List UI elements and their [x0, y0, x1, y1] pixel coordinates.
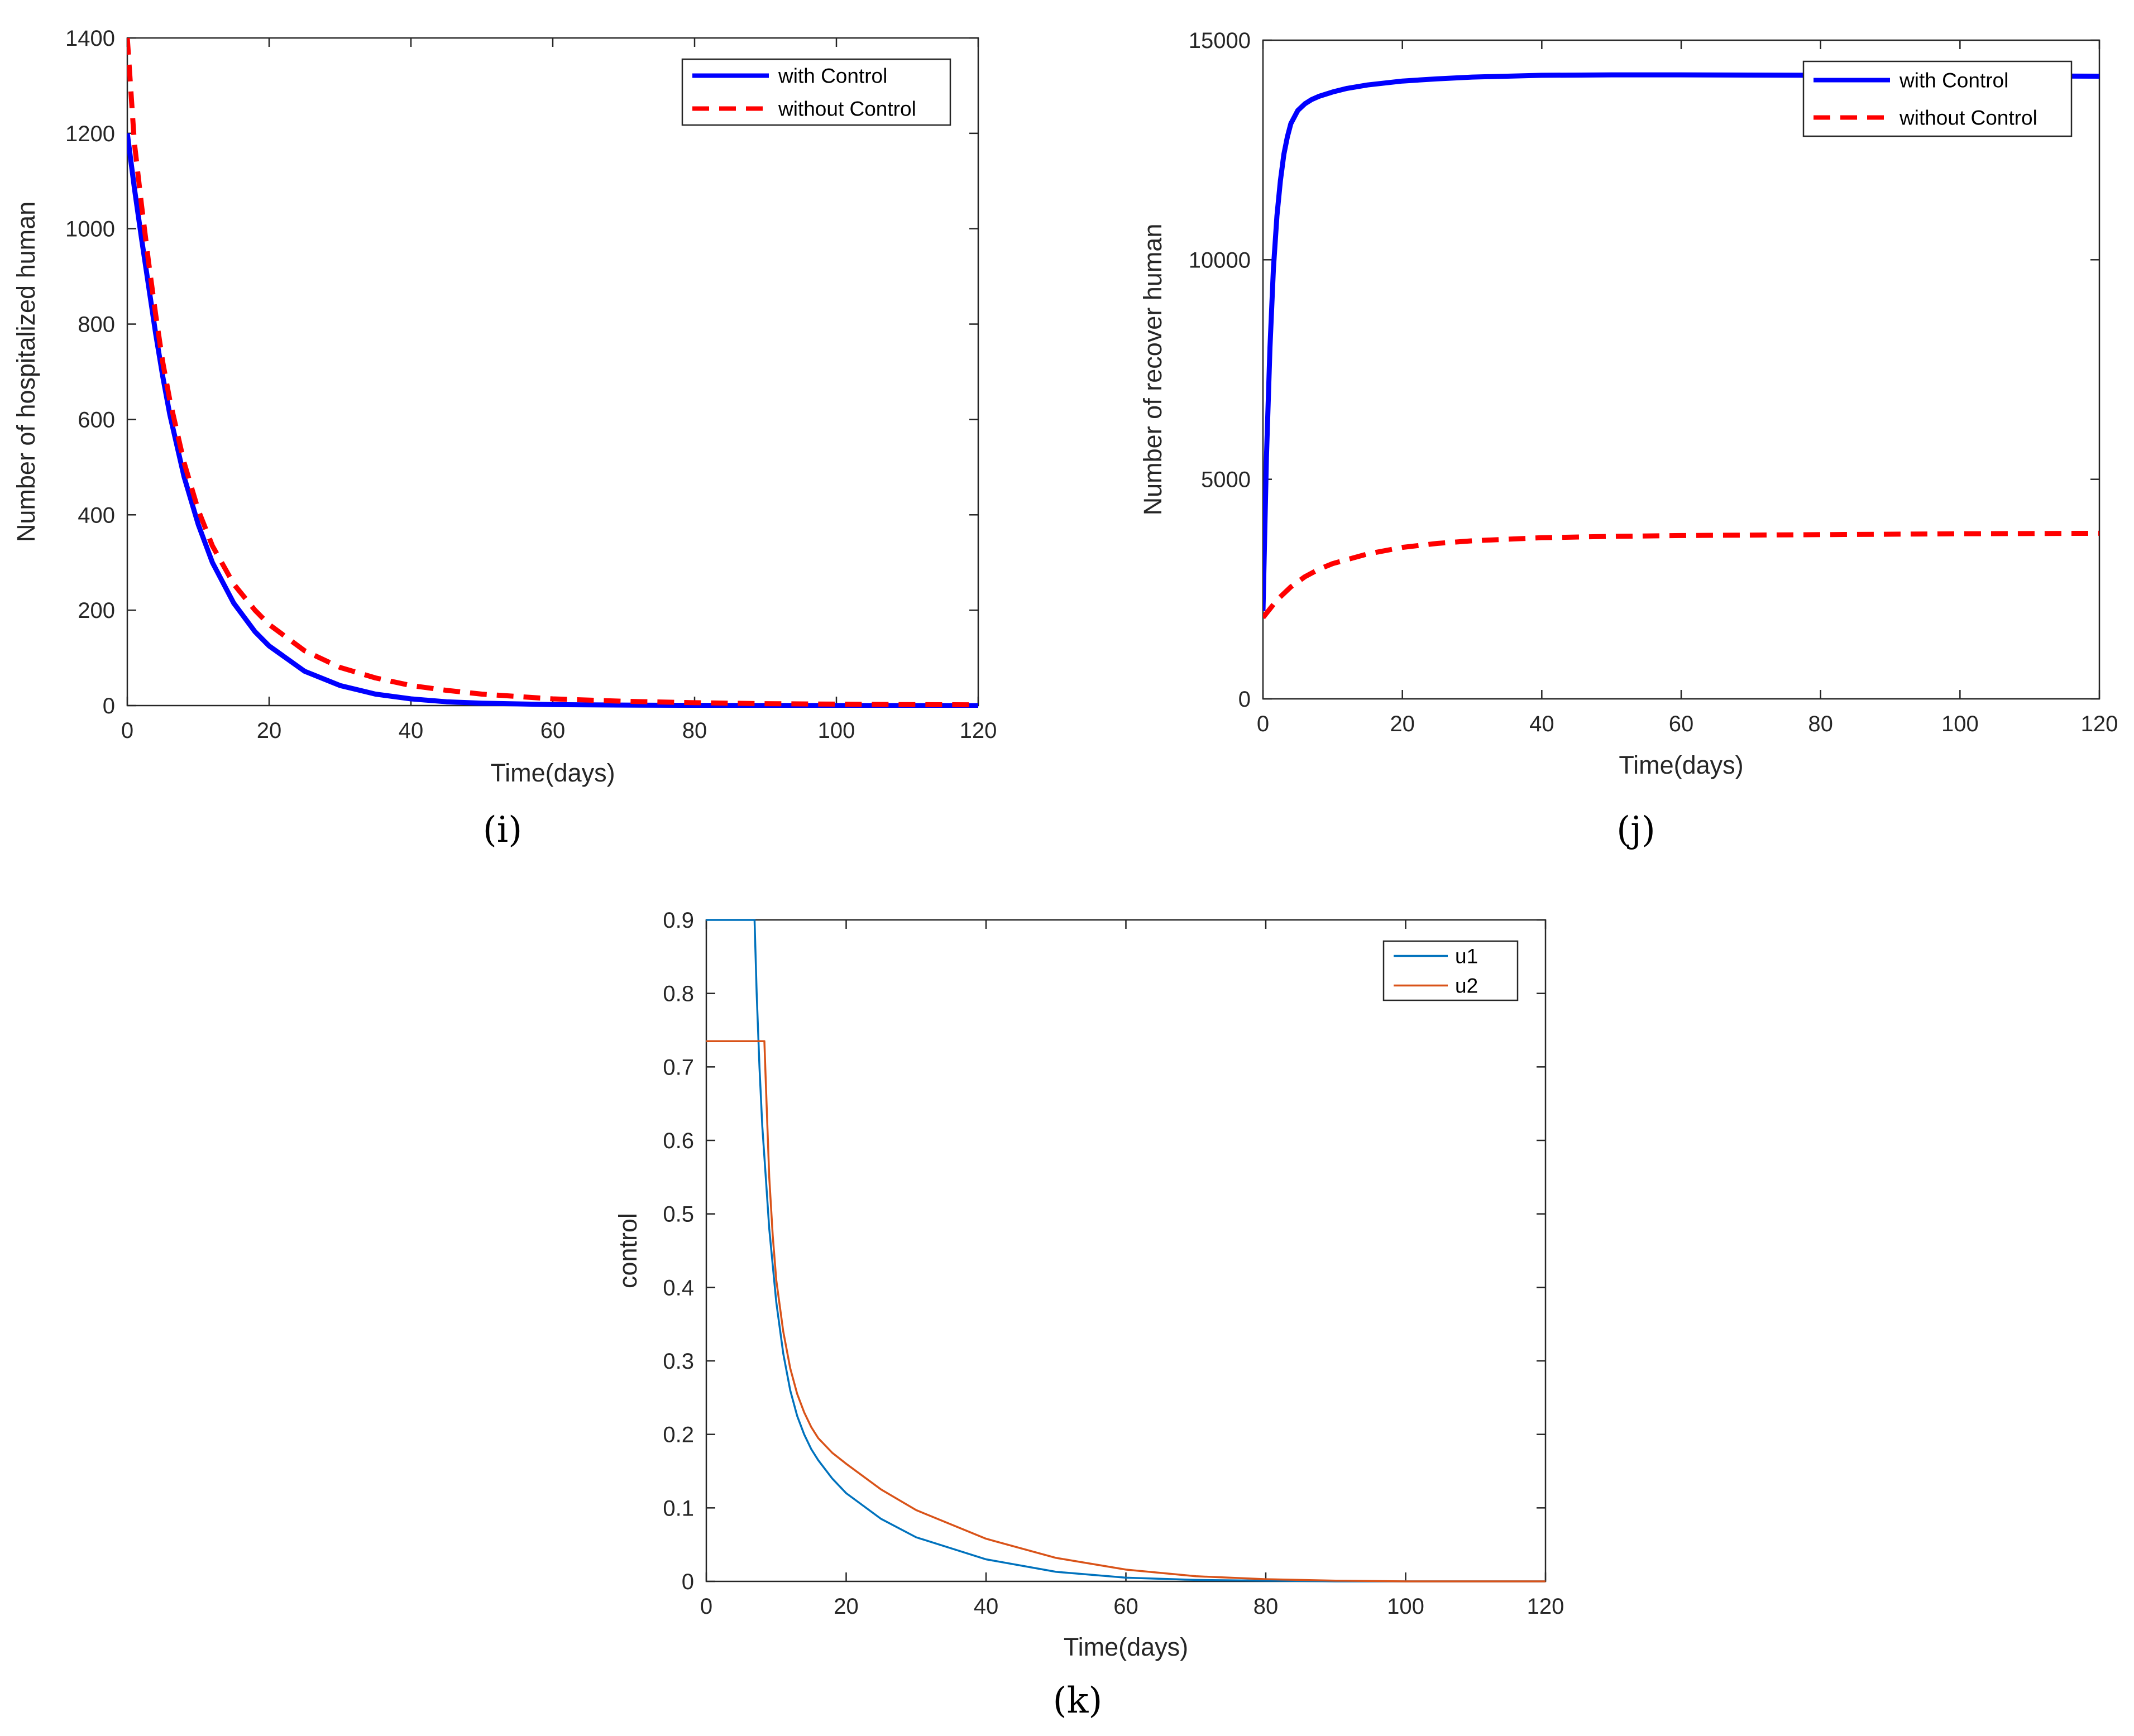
x-tick-label: 0: [1257, 712, 1269, 736]
y-tick-label: 400: [78, 503, 115, 527]
series-line-u2: [706, 1040, 1546, 1582]
y-tick-label: 800: [78, 313, 115, 337]
figure-caption: (j): [1616, 809, 1655, 851]
y-tick-label: 600: [78, 407, 115, 432]
y-tick-label: 0: [1238, 687, 1251, 712]
plot-area: [126, 37, 979, 707]
y-tick-label: 1400: [65, 26, 115, 51]
y-tick-label: 1000: [65, 217, 115, 242]
x-tick-label: 20: [834, 1594, 859, 1619]
x-tick-label: 80: [1253, 1594, 1279, 1619]
legend-label: u1: [1455, 945, 1478, 968]
y-tick-label: 15000: [1189, 28, 1251, 53]
legend-box: [1382, 940, 1519, 1001]
series-line-with-control: [127, 133, 978, 708]
legend-label: without Control: [1899, 107, 2037, 130]
series-line-with-control: [1263, 72, 2099, 611]
x-tick-label: 40: [399, 718, 424, 743]
x-tick-label: 0: [121, 718, 133, 743]
y-axis-label: Number of hospitalized human: [12, 202, 40, 542]
x-tick-label: 120: [1527, 1594, 1564, 1619]
y-tick-label: 0.2: [663, 1423, 694, 1447]
x-tick-label: 100: [1387, 1594, 1424, 1619]
chart-j: 0 20 40 60 80 100 120 0 5000 10000 15000 Time(days)…: [1138, 28, 2118, 851]
x-tick-label: 120: [2081, 712, 2118, 736]
plot-area: [705, 919, 1547, 1582]
x-tick-label: 40: [974, 1594, 999, 1619]
y-axis-label: Number of recover human: [1138, 224, 1167, 516]
x-tick-label: 120: [960, 718, 997, 743]
plot-area: [1262, 39, 2100, 700]
series-line-u1: [706, 919, 1546, 1582]
legend-label: u2: [1455, 975, 1478, 998]
x-tick-label: 100: [1941, 712, 1979, 736]
x-tick-label: 80: [1808, 712, 1833, 736]
y-tick-label: 5000: [1201, 468, 1251, 492]
figure-caption: (i): [483, 809, 522, 851]
x-axis-label: Time(days): [490, 759, 615, 787]
legend: with Control without Control: [681, 58, 951, 126]
y-tick-label: 0.5: [663, 1202, 694, 1227]
y-tick-label: 0: [103, 694, 115, 718]
x-axis-label: Time(days): [1619, 751, 1743, 779]
series-line-without-control: [1263, 530, 2099, 620]
y-tick-label: 0.3: [663, 1349, 694, 1374]
x-tick-label: 80: [682, 718, 707, 743]
x-tick-label: 0: [700, 1594, 712, 1619]
y-tick-label: 0.6: [663, 1129, 694, 1153]
y-tick-label: 0.9: [663, 908, 694, 933]
x-tick-label: 60: [1113, 1594, 1138, 1619]
legend: with Control without Control: [1802, 60, 2073, 137]
chart-k: 0 20 40 60 80 100 120 0 0.1 0.2 0.3 0.4 0.5 0.6 0.7 0.8…: [614, 908, 1564, 1721]
x-tick-label: 40: [1529, 712, 1554, 736]
legend-label: with Control: [1899, 69, 2008, 92]
legend-label: with Control: [778, 65, 887, 88]
figure-caption: (k): [1053, 1680, 1103, 1721]
x-tick-label: 100: [818, 718, 855, 743]
y-axis-label: control: [614, 1213, 642, 1288]
y-tick-label: 10000: [1189, 248, 1251, 272]
x-tick-label: 60: [540, 718, 566, 743]
y-tick-label: 0: [682, 1570, 694, 1594]
chart-i: 0 20 40 60 80 100 1200200400600800100012001400…: [12, 26, 997, 851]
legend-label: without Control: [778, 98, 916, 121]
x-axis-label: Time(days): [1064, 1633, 1188, 1661]
legend-box: [681, 58, 951, 126]
x-tick-label: 20: [1390, 712, 1415, 736]
y-tick-label: 0.1: [663, 1496, 694, 1521]
y-tick-label: 200: [78, 598, 115, 623]
y-tick-label: 1200: [65, 122, 115, 146]
y-tick-label: 0.8: [663, 982, 694, 1006]
legend-box: [1802, 60, 2073, 137]
y-tick-label: 0.4: [663, 1275, 694, 1300]
x-tick-label: 20: [257, 718, 282, 743]
x-tick-label: 60: [1669, 712, 1694, 736]
y-tick-label: 0.7: [663, 1055, 694, 1080]
